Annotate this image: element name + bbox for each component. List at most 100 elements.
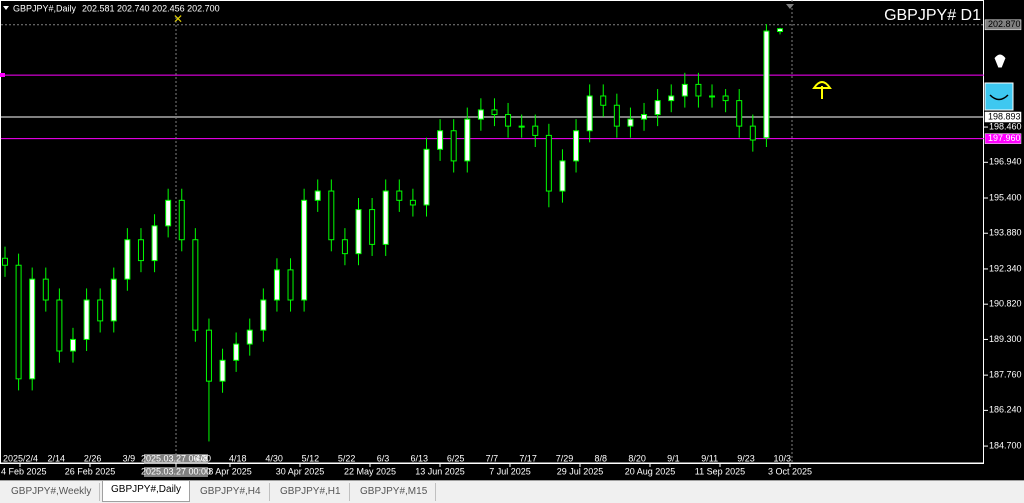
candle-body (627, 118, 634, 127)
background (0, 0, 1024, 480)
candle-body (573, 130, 580, 162)
level-label-bg (984, 133, 1022, 144)
x-tick-label: 26 Feb 2025 (65, 466, 116, 476)
day-label: 9/11 (701, 453, 718, 463)
candle-body (600, 95, 607, 106)
chart-tab[interactable]: GBPJPY#,Daily (102, 481, 191, 502)
candle-body (518, 125, 525, 128)
x-tick-label: 3 Oct 2025 (768, 466, 812, 476)
candle-body (233, 343, 240, 361)
chart-tab[interactable]: GBPJPY#,H1 (272, 483, 350, 501)
day-label: 2/14 (48, 453, 66, 463)
y-tick-label: 189.300 (989, 334, 1022, 344)
candle-body (613, 104, 620, 127)
y-tick-label: 196.940 (989, 157, 1022, 167)
day-label: 4/30 (265, 453, 283, 463)
x-tick-label: 13 Jun 2025 (415, 466, 465, 476)
candle-body (722, 95, 729, 102)
candle-body (246, 329, 253, 345)
candle-body (314, 190, 321, 201)
day-label: 4/8 (195, 453, 208, 463)
anchor-top (812, 81, 832, 89)
header-prices: 202.581 202.740 202.456 202.700 (82, 3, 220, 13)
candle-body (532, 125, 539, 136)
candle-body (777, 28, 783, 33)
candle-body (151, 225, 158, 262)
y-tick-label: 184.700 (989, 440, 1022, 450)
candle-body (56, 299, 63, 352)
candle-body (654, 100, 661, 116)
day-label: 7/17 (519, 453, 537, 463)
day-label: 9/23 (737, 453, 755, 463)
candle-body (124, 239, 131, 280)
smile-bg (984, 82, 1014, 111)
chart-tab[interactable]: GBPJPY#,H4 (192, 483, 270, 501)
smile-icon[interactable] (984, 82, 1014, 111)
candle-body (709, 95, 716, 98)
y-tick-label: 190.820 (989, 299, 1022, 309)
day-label: 9/1 (667, 453, 680, 463)
chart-tab[interactable]: GBPJPY#,Weekly (3, 483, 101, 501)
crosshair-label-bg (144, 454, 208, 464)
level-label: 198.893 (988, 111, 1021, 121)
candle-body (83, 299, 90, 340)
x-tick-label: 7 Jul 2025 (489, 466, 531, 476)
crosshair-label-bg (144, 467, 208, 477)
level-label: 202.870 (988, 19, 1021, 29)
candle-body (287, 269, 294, 301)
candle-body (273, 269, 280, 301)
candle-body (586, 95, 593, 132)
day-label: 8/8 (595, 453, 608, 463)
smile-curve (989, 94, 1009, 101)
day-label: 5/12 (302, 453, 320, 463)
candle-body (69, 338, 76, 352)
chart: GBPJPY#,Daily 202.581 202.740 202.456 20… (0, 0, 1024, 480)
candle-body (2, 257, 8, 266)
pen-shape (993, 53, 1007, 69)
candle-body (341, 239, 348, 255)
candle-body (178, 199, 185, 241)
candle-body (369, 209, 376, 245)
day-label: 2/26 (84, 453, 102, 463)
x-tick-label: 29 Jul 2025 (557, 466, 604, 476)
level-label: 197.960 (988, 133, 1021, 143)
candle-body (301, 199, 308, 301)
candle-body (668, 95, 675, 102)
candle-body (559, 160, 566, 192)
day-label: 4/18 (229, 453, 247, 463)
day-label: 2025.03.27 06:00 (141, 453, 211, 463)
y-tick-label: 193.880 (989, 228, 1022, 238)
y-tick-label: 195.400 (989, 192, 1022, 202)
anchor-symbol (812, 81, 832, 99)
y-tick-label: 187.760 (989, 370, 1022, 380)
candle-body (409, 199, 416, 206)
candle-body (137, 239, 144, 262)
candle-body (97, 299, 104, 322)
crosshair-marker: ✕ (173, 12, 183, 26)
x-tick-label: 4 Feb 2025 (1, 466, 47, 476)
day-label: 6/13 (411, 453, 429, 463)
candle-body (545, 134, 552, 192)
candle-body (477, 109, 484, 120)
level-label-bg (984, 19, 1022, 31)
x-tick-label: 2025.03.27 00:00 (141, 466, 211, 476)
day-label: 6/3 (377, 453, 390, 463)
y-tick-label: 192.340 (989, 263, 1022, 273)
day-label: 7/29 (556, 453, 574, 463)
chart-tab[interactable]: GBPJPY#,M15 (352, 483, 437, 501)
candle-body (110, 278, 117, 322)
x-tick-label: 20 Aug 2025 (625, 466, 676, 476)
candle-body (355, 209, 362, 255)
pen-icon[interactable] (986, 50, 1014, 76)
menu-arrow[interactable] (3, 6, 9, 10)
candle-body (192, 239, 199, 331)
candle-body (423, 148, 430, 206)
shift-marker (786, 4, 794, 9)
candle-body (219, 359, 226, 382)
candle-body (42, 278, 49, 301)
x-tick-label: 11 Sep 2025 (695, 466, 745, 476)
candle-body (260, 299, 267, 331)
candle-body (695, 83, 702, 97)
chart-title: GBPJPY# D1 (884, 7, 981, 24)
